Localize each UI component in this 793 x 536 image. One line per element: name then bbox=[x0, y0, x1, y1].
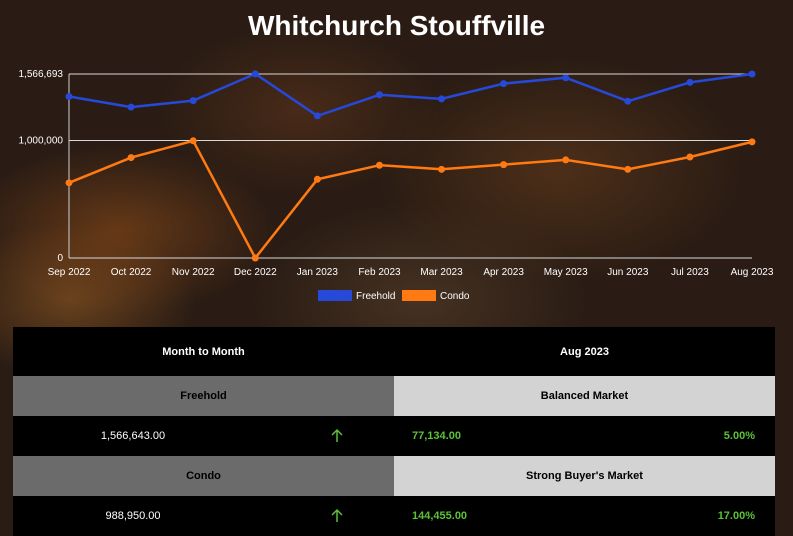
x-tick-label: Dec 2022 bbox=[234, 267, 277, 278]
x-tick-label: Sep 2022 bbox=[48, 267, 91, 278]
x-tick-label: Feb 2023 bbox=[358, 267, 401, 278]
data-point-freehold bbox=[375, 91, 383, 99]
data-point-condo bbox=[375, 161, 383, 169]
x-tick-label: Nov 2022 bbox=[172, 267, 215, 278]
x-tick-label: Oct 2022 bbox=[111, 267, 152, 278]
legend-label-freehold: Freehold bbox=[356, 291, 395, 302]
legend-swatch-condo bbox=[402, 290, 436, 301]
header-month-to-month: Month to Month bbox=[162, 345, 245, 358]
data-point-condo bbox=[686, 153, 694, 161]
x-tick-label: Jun 2023 bbox=[607, 267, 649, 278]
x-tick-label: Apr 2023 bbox=[483, 267, 524, 278]
arrow-up-icon bbox=[329, 508, 345, 524]
data-point-freehold bbox=[438, 95, 446, 103]
condo-data-row: 988,950.00 144,455.00 17.00% bbox=[13, 496, 775, 536]
freehold-label: Freehold bbox=[13, 376, 394, 416]
header-date: Aug 2023 bbox=[560, 345, 609, 358]
data-point-condo bbox=[313, 175, 321, 183]
x-tick-label: May 2023 bbox=[544, 267, 588, 278]
series-line-condo bbox=[68, 139, 753, 261]
data-point-freehold bbox=[65, 93, 73, 101]
series-line-freehold bbox=[68, 72, 753, 118]
arrow-up-icon bbox=[329, 428, 345, 444]
legend-label-condo: Condo bbox=[440, 291, 470, 302]
data-point-condo bbox=[438, 165, 446, 173]
data-point-freehold bbox=[189, 97, 197, 105]
data-point-freehold bbox=[313, 112, 321, 120]
data-point-freehold bbox=[500, 80, 508, 88]
page-title: Whitchurch Stouffville bbox=[247, 10, 546, 41]
freehold-data-row: 1,566,643.00 77,134.00 5.00% bbox=[13, 416, 775, 456]
data-point-condo bbox=[65, 179, 73, 187]
data-point-freehold bbox=[686, 78, 694, 86]
freehold-market-status: Balanced Market bbox=[394, 376, 775, 416]
x-tick-label: Aug 2023 bbox=[731, 267, 774, 278]
data-point-freehold bbox=[748, 70, 756, 78]
y-tick-label: 1,000,000 bbox=[19, 136, 64, 147]
data-point-freehold bbox=[251, 70, 259, 78]
y-tick-label: 0 bbox=[57, 253, 63, 264]
data-point-freehold bbox=[562, 74, 570, 82]
x-tick-label: Jul 2023 bbox=[671, 267, 709, 278]
data-point-condo bbox=[748, 138, 756, 146]
data-point-condo bbox=[251, 254, 259, 262]
condo-price: 988,950.00 bbox=[105, 510, 161, 522]
data-point-freehold bbox=[624, 97, 632, 105]
data-point-condo bbox=[127, 154, 135, 162]
freehold-change: 77,134.00 bbox=[412, 430, 461, 442]
x-tick-label: Mar 2023 bbox=[420, 267, 463, 278]
x-tick-label: Jan 2023 bbox=[297, 267, 339, 278]
freehold-change-percent: 5.00% bbox=[723, 430, 755, 442]
table-header: Month to Month Aug 2023 bbox=[13, 327, 775, 376]
freehold-price: 1,566,643.00 bbox=[100, 430, 166, 442]
y-tick-label: 1,566,693 bbox=[19, 69, 64, 80]
data-point-condo bbox=[562, 156, 570, 164]
price-line-chart: 0 1,000,000 1,566,693 Sep 2022 Oct 2022 Nov … bbox=[19, 69, 774, 302]
condo-label: Condo bbox=[13, 456, 394, 496]
data-point-condo bbox=[500, 161, 508, 169]
data-point-condo bbox=[189, 137, 197, 145]
data-point-condo bbox=[624, 165, 632, 173]
data-point-freehold bbox=[127, 103, 135, 111]
condo-market-status: Strong Buyer's Market bbox=[394, 456, 775, 496]
condo-change: 144,455.00 bbox=[412, 510, 468, 522]
condo-change-percent: 17.00% bbox=[717, 510, 755, 522]
legend-swatch-freehold bbox=[318, 290, 352, 301]
